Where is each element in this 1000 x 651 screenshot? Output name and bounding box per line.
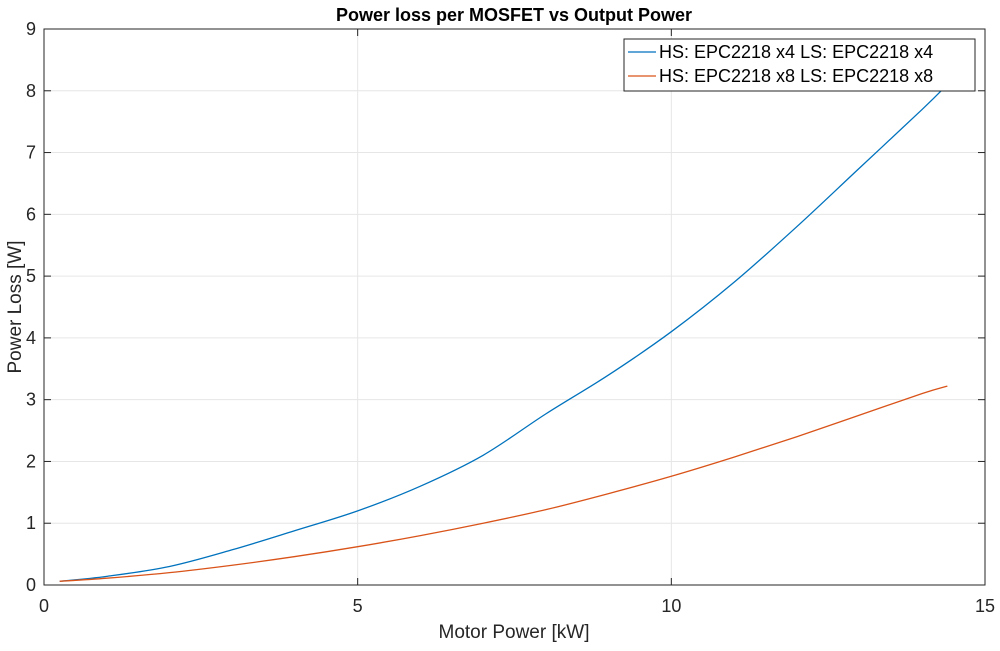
x-tick-label: 15 [975, 596, 995, 616]
x-axis-title: Motor Power [kW] [439, 622, 590, 643]
series-line-1 [59, 84, 948, 582]
x-tick-label: 0 [39, 596, 49, 616]
y-tick-label: 7 [26, 143, 36, 163]
x-tick-label: 10 [661, 596, 681, 616]
legend: HS: EPC2218 x4 LS: EPC2218 x4 HS: EPC221… [623, 38, 976, 92]
series-line-2 [59, 385, 948, 582]
y-tick-label: 1 [26, 513, 36, 533]
legend-label-series-1: HS: EPC2218 x4 LS: EPC2218 x4 [659, 42, 933, 62]
y-tick-label: 2 [26, 451, 36, 471]
chart-title: Power loss per MOSFET vs Output Power [336, 5, 692, 25]
grid-layer [43, 28, 986, 586]
series-layer [59, 84, 948, 582]
legend-label-series-2: HS: EPC2218 x8 LS: EPC2218 x8 [659, 66, 933, 86]
tick-layer: 0 5 10 15 0 1 2 3 4 5 6 7 8 9 [26, 19, 995, 616]
y-tick-label: 0 [26, 575, 36, 595]
x-tick-label: 5 [353, 596, 363, 616]
y-tick-label: 5 [26, 266, 36, 286]
legend-box [623, 38, 976, 92]
y-axis-title: Power Loss [W] [5, 240, 26, 373]
y-tick-label: 6 [26, 204, 36, 224]
y-tick-label: 3 [26, 390, 36, 410]
y-tick-label: 8 [26, 81, 36, 101]
plot-frame [43, 28, 986, 586]
y-tick-label: 9 [26, 19, 36, 39]
y-tick-label: 4 [26, 328, 36, 348]
